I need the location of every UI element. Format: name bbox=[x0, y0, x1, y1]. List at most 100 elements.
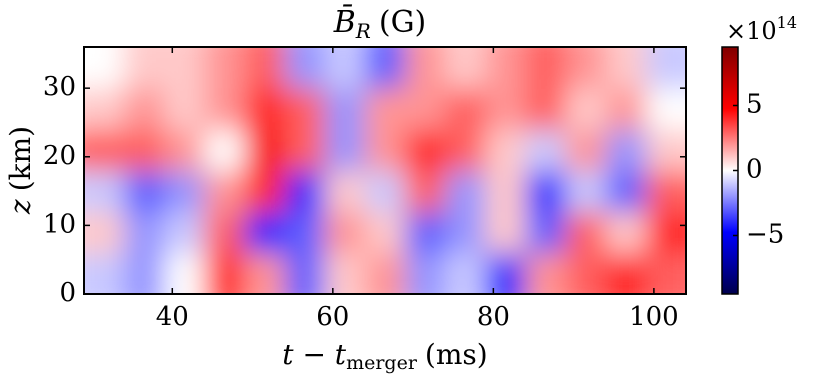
heat-cell bbox=[605, 88, 647, 130]
heat-cell bbox=[565, 170, 607, 213]
heat-cell bbox=[485, 170, 526, 213]
x-tick-label: 40 bbox=[156, 302, 189, 332]
heat-cell bbox=[164, 129, 205, 171]
heat-cell bbox=[445, 252, 486, 294]
heat-cell bbox=[84, 88, 125, 130]
heat-cell bbox=[525, 170, 567, 213]
heat-cell bbox=[525, 88, 567, 130]
heat-cell bbox=[364, 211, 406, 254]
heat-cell bbox=[164, 88, 205, 130]
heat-cell bbox=[244, 252, 286, 294]
heat-cell bbox=[324, 129, 366, 171]
colorbar-tick-label: −5 bbox=[746, 220, 784, 250]
y-tick-label: 0 bbox=[59, 278, 76, 308]
heat-cell bbox=[364, 47, 406, 89]
heat-cell bbox=[84, 129, 125, 171]
heat-cell bbox=[525, 47, 567, 89]
multiplier-base: ×10 bbox=[726, 17, 777, 45]
heat-cell bbox=[645, 211, 686, 254]
heat-cell bbox=[364, 88, 406, 130]
heat-cell bbox=[525, 252, 567, 294]
y-tick-label: 30 bbox=[43, 72, 76, 102]
heat-cell bbox=[605, 170, 647, 213]
heat-cell bbox=[164, 170, 205, 213]
heat-cell bbox=[284, 170, 326, 213]
heat-cell bbox=[204, 170, 246, 213]
x-axis-label: t − tmerger (ms) bbox=[282, 338, 487, 375]
heat-cell bbox=[405, 252, 446, 294]
heat-cell bbox=[605, 47, 647, 89]
heat-cell bbox=[565, 88, 607, 130]
heat-cell bbox=[324, 211, 366, 254]
heat-cell bbox=[645, 88, 686, 130]
y-label-unit: (km) bbox=[4, 126, 37, 191]
heat-cell bbox=[204, 47, 246, 89]
y-tick-label: 20 bbox=[43, 141, 76, 171]
heat-cell bbox=[645, 129, 686, 171]
multiplier-exponent: 14 bbox=[777, 13, 797, 32]
heat-cell bbox=[124, 170, 165, 213]
heat-cell bbox=[645, 47, 686, 89]
heat-cell bbox=[124, 211, 165, 254]
heat-cell bbox=[405, 47, 446, 89]
heat-cell bbox=[324, 170, 366, 213]
heat-cell bbox=[84, 211, 125, 254]
heat-cell bbox=[445, 47, 486, 89]
heat-cell bbox=[124, 252, 165, 294]
heat-cell bbox=[124, 88, 165, 130]
colorbar-tick-label: 5 bbox=[746, 90, 763, 120]
heat-cell bbox=[445, 129, 486, 171]
heat-cell bbox=[485, 88, 526, 130]
y-tick-label: 10 bbox=[43, 209, 76, 239]
title-subscript: R bbox=[355, 19, 371, 43]
heat-cell bbox=[244, 129, 286, 171]
heat-cell bbox=[204, 252, 246, 294]
heat-cell bbox=[124, 129, 165, 171]
heat-cell bbox=[525, 211, 567, 254]
heat-cell bbox=[364, 252, 406, 294]
y-label-symbol: z bbox=[4, 199, 37, 215]
chart-title: B̄R (G) bbox=[333, 4, 426, 43]
heat-cell bbox=[324, 252, 366, 294]
heat-cell bbox=[605, 129, 647, 171]
heat-cell bbox=[204, 88, 246, 130]
x-tick-label: 80 bbox=[477, 302, 510, 332]
y-axis-label: z (km) bbox=[4, 126, 37, 215]
plot-frame bbox=[83, 46, 687, 295]
heat-cell bbox=[284, 211, 326, 254]
heat-cell bbox=[324, 88, 366, 130]
heat-cell bbox=[324, 47, 366, 89]
heat-cell bbox=[284, 252, 326, 294]
heat-cell bbox=[364, 129, 406, 171]
heat-cell bbox=[605, 211, 647, 254]
colorbar-multiplier: ×1014 bbox=[726, 13, 797, 45]
heat-cell bbox=[364, 170, 406, 213]
title-symbol: B̄ bbox=[333, 4, 356, 40]
heat-cell bbox=[485, 129, 526, 171]
heat-cell bbox=[605, 252, 647, 294]
heat-cell bbox=[525, 129, 567, 171]
heat-cell bbox=[164, 252, 205, 294]
heat-cell bbox=[565, 129, 607, 171]
heat-cell bbox=[84, 252, 125, 294]
heat-cell bbox=[405, 170, 446, 213]
heat-cell bbox=[565, 47, 607, 89]
heat-cell bbox=[405, 88, 446, 130]
heat-cell bbox=[244, 170, 286, 213]
heat-cell bbox=[645, 170, 686, 213]
heat-cell bbox=[445, 170, 486, 213]
title-unit: (G) bbox=[379, 5, 426, 40]
heat-cell bbox=[244, 47, 286, 89]
heat-cell bbox=[485, 47, 526, 89]
heat-cell bbox=[565, 211, 607, 254]
heat-cell bbox=[244, 88, 286, 130]
heat-cell bbox=[84, 170, 125, 213]
heat-cell bbox=[164, 211, 205, 254]
heat-cell bbox=[645, 252, 686, 294]
heat-cell bbox=[284, 88, 326, 130]
heat-cell bbox=[565, 252, 607, 294]
heat-cell bbox=[485, 252, 526, 294]
x-tick-label: 100 bbox=[629, 302, 679, 332]
x-label-unit: (ms) bbox=[425, 338, 488, 371]
heat-cell bbox=[124, 47, 165, 89]
